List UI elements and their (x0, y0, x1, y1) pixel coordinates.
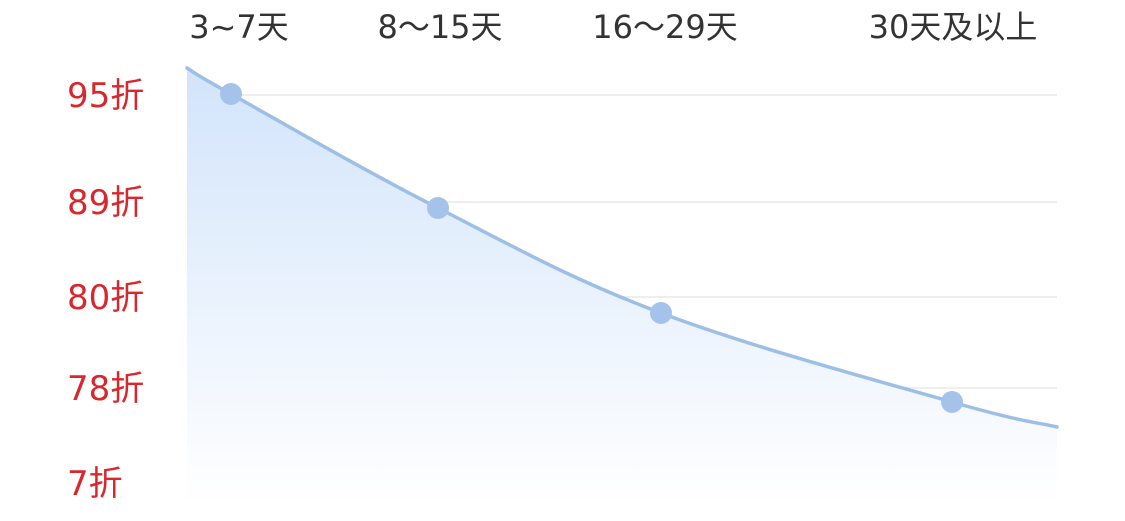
x-tick-label: 30天及以上 (869, 8, 1038, 46)
x-tick-label: 3~7天 (189, 8, 289, 46)
x-axis-labels: 3~7天 8～15天 16～29天 30天及以上 (189, 8, 1037, 46)
data-point[interactable] (220, 83, 242, 105)
data-point[interactable] (941, 391, 963, 413)
y-tick-label: 78折 (67, 369, 144, 409)
point-layer (220, 83, 963, 413)
area-layer (187, 68, 1057, 505)
y-tick-label: 80折 (67, 278, 144, 318)
series-area (187, 68, 1057, 505)
x-tick-label: 8～15天 (377, 8, 502, 46)
y-tick-label: 7折 (67, 464, 123, 504)
data-point[interactable] (427, 197, 449, 219)
y-tick-label: 95折 (67, 76, 144, 116)
y-tick-label: 89折 (67, 183, 144, 223)
y-axis-labels: 95折 89折 80折 78折 7折 (67, 76, 144, 504)
x-tick-label: 16～29天 (592, 8, 737, 46)
data-point[interactable] (650, 302, 672, 324)
